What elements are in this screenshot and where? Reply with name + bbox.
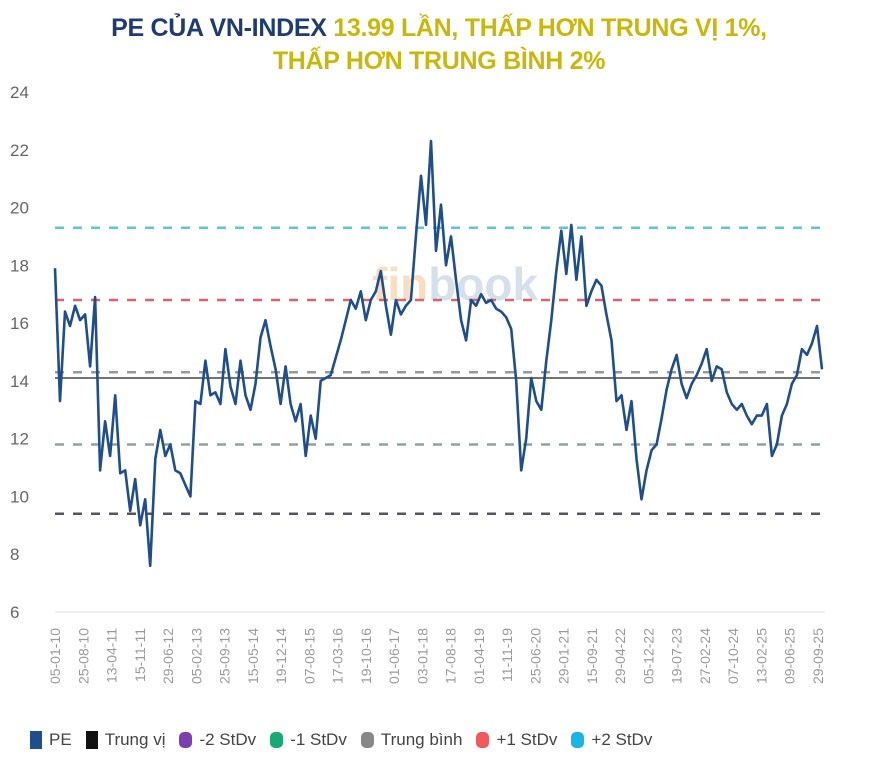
chart-title-highlight: 13.99 LẦN, THẤP HƠN TRUNG VỊ 1%,	[333, 14, 767, 42]
x-tick-label: 29-09-25	[810, 628, 826, 684]
chart-title-line-1: PE CỦA VN-INDEX 13.99 LẦN, THẤP HƠN TRUN…	[0, 12, 878, 45]
y-tick-label: 24	[10, 83, 29, 102]
x-tick-label: 19-07-23	[669, 628, 685, 684]
x-tick-label: 19-10-16	[358, 628, 374, 684]
x-tick-label: 25-06-20	[527, 628, 543, 684]
pe-line	[53, 139, 824, 568]
y-axis-ticks: 6 8 10 12 14 16 18 20 22 24	[10, 83, 29, 622]
x-tick-label: 17-08-18	[443, 628, 459, 684]
legend-swatch	[85, 731, 98, 749]
y-tick-label: 14	[10, 372, 29, 391]
x-tick-label: 15-09-21	[584, 628, 600, 684]
x-tick-label: 15-11-11	[132, 628, 148, 682]
x-tick-label: 15-05-14	[245, 628, 261, 684]
pe-series	[53, 139, 824, 568]
legend-label: Trung vị	[104, 730, 166, 749]
legend-swatch	[30, 731, 42, 749]
legend-item: PE	[30, 730, 72, 750]
x-tick-label: 19-12-14	[273, 628, 289, 684]
x-tick-label: 01-06-17	[386, 628, 402, 684]
x-tick-label: 05-12-22	[640, 628, 656, 684]
y-tick-label: 20	[10, 199, 29, 218]
x-tick-label: 29-04-22	[612, 628, 628, 684]
x-tick-label: 09-06-25	[782, 628, 798, 684]
legend-swatch	[270, 732, 284, 748]
legend-label: -1 StDv	[290, 730, 347, 749]
x-tick-label: 05-02-13	[188, 628, 204, 684]
x-tick-label: 03-01-18	[414, 628, 430, 684]
y-tick-label: 10	[10, 487, 29, 506]
watermark-book: book	[428, 258, 538, 310]
legend-label: +2 StDv	[591, 730, 653, 749]
legend-swatch	[571, 732, 585, 748]
legend-item: +2 StDv	[571, 730, 652, 750]
legend-label: -2 StDv	[199, 730, 257, 749]
legend-label: PE	[49, 730, 72, 749]
x-tick-label: 07-08-15	[301, 628, 317, 684]
x-axis-ticks: 05-01-10 25-08-10 13-04-11 15-11-11 29-06-12…	[47, 628, 826, 684]
x-tick-label: 25-09-13	[217, 628, 233, 684]
legend-item: +1 StDv	[476, 730, 557, 750]
legend-swatch	[179, 732, 193, 748]
x-tick-label: 07-10-24	[725, 628, 741, 684]
y-tick-label: 16	[10, 314, 29, 333]
y-tick-label: 12	[10, 430, 29, 449]
x-tick-label: 27-02-24	[697, 628, 713, 684]
x-tick-label: 29-01-21	[556, 628, 572, 684]
x-tick-label: 11-11-19	[499, 628, 515, 682]
legend-item: -1 StDv	[270, 730, 347, 750]
x-tick-label: 13-04-11	[104, 628, 120, 683]
y-tick-label: 8	[10, 545, 19, 564]
x-tick-label: 25-08-10	[75, 628, 91, 684]
watermark-fin: fin	[372, 258, 428, 310]
legend: PE Trung vị -2 StDv -1 StDv Trung bình +1 StD…	[30, 730, 666, 750]
legend-swatch	[476, 732, 490, 748]
legend-item: -2 StDv	[179, 730, 256, 750]
x-tick-label: 17-03-16	[330, 628, 346, 684]
legend-swatch	[360, 732, 374, 748]
y-tick-label: 6	[10, 603, 19, 622]
chart-title-primary: PE CỦA VN-INDEX	[111, 14, 327, 42]
y-tick-label: 22	[10, 141, 29, 160]
x-tick-label: 05-01-10	[47, 628, 63, 684]
y-tick-label: 18	[10, 256, 29, 275]
watermark-logo: finbook	[372, 258, 538, 310]
x-tick-label: 01-04-19	[471, 628, 487, 684]
legend-label: +1 StDv	[496, 730, 558, 749]
x-tick-label: 29-06-12	[160, 628, 176, 684]
x-tick-label: 13-02-25	[753, 628, 769, 684]
legend-item: Trung vị	[85, 730, 166, 750]
legend-item: Trung bình	[360, 730, 463, 750]
chart-title-line-2: THẤP HƠN TRUNG BÌNH 2%	[272, 47, 606, 75]
legend-label: Trung bình	[380, 730, 463, 749]
